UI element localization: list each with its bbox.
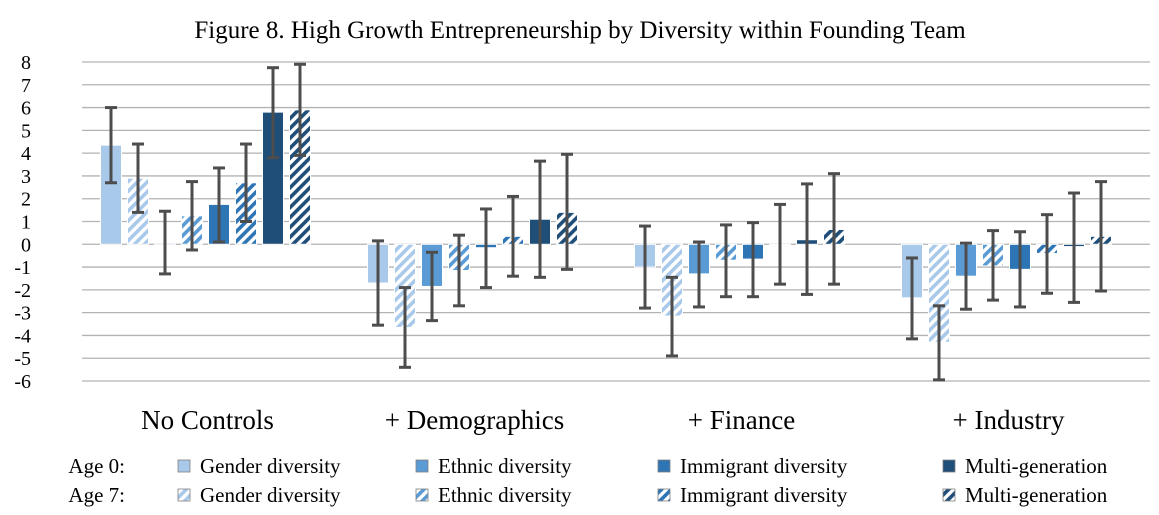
y-tick-label: -1 bbox=[14, 257, 31, 279]
legend-swatch bbox=[415, 488, 429, 502]
y-tick-label: 3 bbox=[21, 166, 31, 188]
legend-swatch bbox=[942, 488, 956, 502]
legend-swatch bbox=[177, 488, 191, 502]
legend-item-label: Multi-generation bbox=[965, 483, 1108, 507]
legend-item-label: Gender diversity bbox=[200, 454, 341, 478]
error-bars bbox=[105, 62, 1107, 382]
x-axis-category-labels: No Controls + Demographics + Finance + Indu… bbox=[141, 405, 1065, 435]
legend-swatch bbox=[657, 459, 671, 473]
legend-swatch bbox=[942, 459, 956, 473]
y-tick-label: 8 bbox=[21, 52, 31, 74]
x-category-label: + Demographics bbox=[385, 405, 564, 435]
legend: Age 0: Gender diversity Ethnic diversity Im… bbox=[68, 454, 1107, 507]
legend-row-label: Age 7: bbox=[68, 483, 125, 507]
y-tick-label: 2 bbox=[21, 189, 31, 211]
y-tick-label: -2 bbox=[14, 280, 31, 302]
x-category-label: No Controls bbox=[141, 405, 274, 435]
legend-swatch bbox=[657, 488, 671, 502]
y-tick-label: -6 bbox=[14, 371, 31, 393]
legend-item-label: Immigrant diversity bbox=[680, 483, 848, 507]
legend-row-label: Age 0: bbox=[68, 454, 125, 478]
x-category-label: + Industry bbox=[953, 405, 1065, 435]
legend-item-label: Immigrant diversity bbox=[680, 454, 848, 478]
legend-item-label: Ethnic diversity bbox=[438, 454, 572, 478]
legend-swatch bbox=[415, 459, 429, 473]
legend-item-label: Multi-generation bbox=[965, 454, 1108, 478]
y-tick-label: -5 bbox=[14, 348, 31, 370]
legend-swatch bbox=[177, 459, 191, 473]
gridlines bbox=[82, 61, 1150, 382]
y-tick-label: 4 bbox=[21, 143, 31, 165]
y-tick-label: 5 bbox=[21, 120, 31, 142]
y-tick-label: 0 bbox=[21, 234, 31, 256]
y-tick-label: -3 bbox=[14, 303, 31, 325]
x-category-label: + Finance bbox=[688, 405, 795, 435]
bars bbox=[100, 109, 1112, 343]
legend-item-label: Gender diversity bbox=[200, 483, 341, 507]
y-tick-label: 1 bbox=[21, 212, 31, 234]
legend-item-label: Ethnic diversity bbox=[438, 483, 572, 507]
y-tick-label: -4 bbox=[14, 325, 31, 347]
chart-title: Figure 8. High Growth Entrepreneurship b… bbox=[194, 17, 966, 44]
y-tick-label: 6 bbox=[21, 98, 31, 120]
y-tick-label: 7 bbox=[21, 75, 31, 97]
